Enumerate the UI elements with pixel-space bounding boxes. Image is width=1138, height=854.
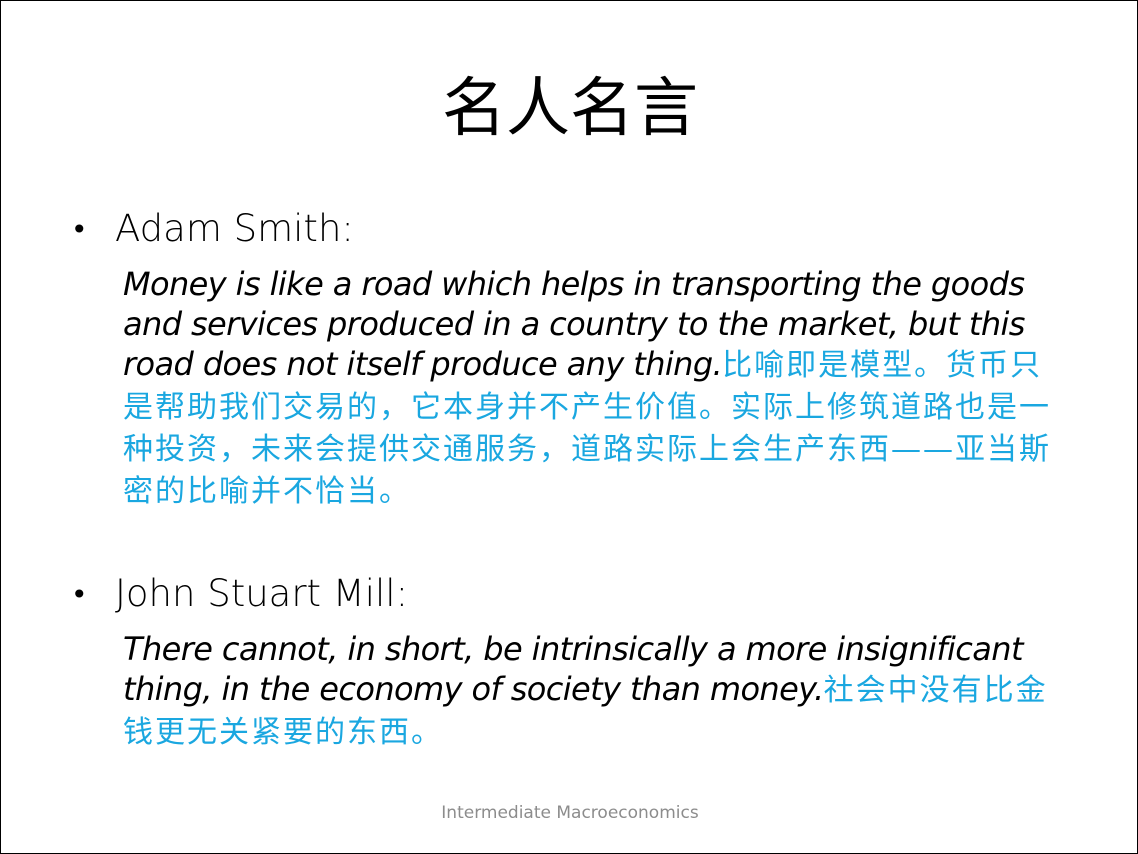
bullet-icon: •: [71, 578, 88, 611]
quote-john-stuart-mill: • John Stuart Mill: There cannot, in sho…: [71, 571, 1081, 753]
slide-title: 名人名言: [442, 72, 698, 146]
slide-footer: Intermediate Macroeconomics: [441, 803, 699, 823]
bullet-row: • John Stuart Mill:: [71, 571, 1081, 617]
quote-text: There cannot, in short, be intrinsically…: [123, 629, 1073, 753]
bullet-icon: •: [71, 213, 88, 246]
quote-adam-smith: • Adam Smith: Money is like a road which…: [71, 206, 1081, 512]
quote-text: Money is like a road which helps in tran…: [123, 264, 1073, 512]
speaker-name: John Stuart Mill:: [115, 572, 409, 615]
quote-english: Money is like a road which helps in tran…: [123, 265, 1025, 383]
speaker-name: Adam Smith:: [115, 207, 354, 250]
bullet-row: • Adam Smith:: [71, 206, 1081, 252]
quote-chinese-commentary: 比喻即是模型。货币只是帮助我们交易的，它本身并不产生价值。实际上修筑道路也是一种…: [123, 348, 1051, 509]
quote-chinese-commentary: 社会中没有比金钱更无关紧要的东西。: [123, 673, 1048, 750]
quote-english: There cannot, in short, be intrinsically…: [123, 630, 1024, 708]
